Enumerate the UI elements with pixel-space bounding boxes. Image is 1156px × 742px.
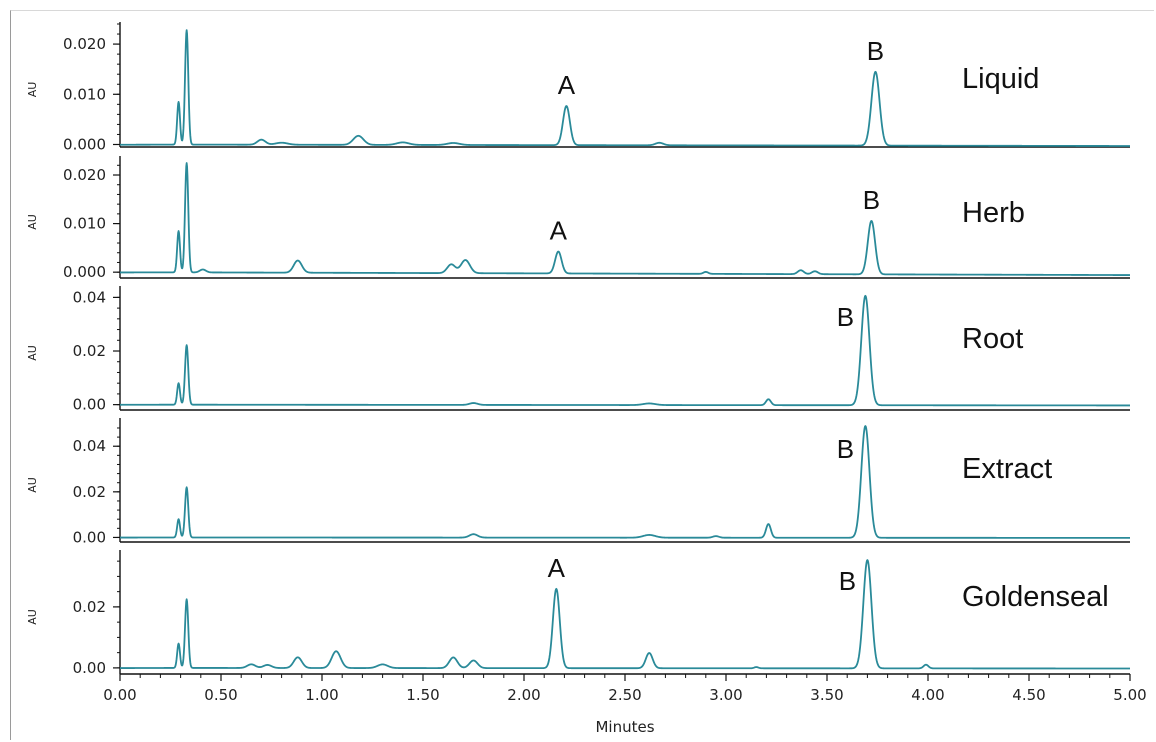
y-tick-label: 0.010 bbox=[63, 215, 106, 233]
panel-label-goldenseal: Goldenseal bbox=[962, 581, 1109, 613]
y-tick-label: 0.04 bbox=[73, 288, 106, 306]
y-tick-label: 0.010 bbox=[63, 85, 106, 103]
y-axis-label: AU bbox=[26, 609, 39, 625]
x-tick-label: 3.00 bbox=[709, 686, 742, 704]
y-tick-label: 0.00 bbox=[73, 528, 106, 546]
x-tick-label: 3.50 bbox=[810, 686, 843, 704]
y-tick-label: 0.02 bbox=[73, 483, 106, 501]
y-axis-label: AU bbox=[26, 214, 39, 230]
chromatogram-trace-root bbox=[119, 294, 1131, 407]
chromatogram-trace-liquid bbox=[119, 29, 1131, 147]
panel-label-root: Root bbox=[962, 323, 1023, 355]
peak-label-a: A bbox=[548, 553, 566, 583]
y-tick-label: 0.04 bbox=[73, 437, 106, 455]
chromatogram-trace-goldenseal bbox=[119, 559, 1131, 670]
panel-label-liquid: Liquid bbox=[962, 63, 1039, 95]
y-tick-label: 0.02 bbox=[73, 598, 106, 616]
y-tick-label: 0.02 bbox=[73, 342, 106, 360]
x-tick-label: 2.00 bbox=[507, 686, 540, 704]
y-tick-label: 0.00 bbox=[73, 659, 106, 677]
y-tick-label: 0.000 bbox=[63, 263, 106, 281]
peak-label-b: B bbox=[837, 302, 854, 332]
y-tick-label: 0.020 bbox=[63, 35, 106, 53]
x-tick-label: 5.00 bbox=[1113, 686, 1146, 704]
x-tick-label: 0.00 bbox=[103, 686, 136, 704]
peak-label-b: B bbox=[867, 36, 884, 66]
x-tick-label: 2.50 bbox=[608, 686, 641, 704]
peak-label-b: B bbox=[863, 185, 880, 215]
y-axis-label: AU bbox=[26, 345, 39, 361]
y-tick-label: 0.020 bbox=[63, 166, 106, 184]
x-tick-label: 1.00 bbox=[305, 686, 338, 704]
peak-label-a: A bbox=[558, 70, 576, 100]
peak-label-a: A bbox=[550, 216, 568, 246]
panel-label-herb: Herb bbox=[962, 197, 1025, 229]
x-tick-label: 0.50 bbox=[204, 686, 237, 704]
x-tick-label: 4.00 bbox=[911, 686, 944, 704]
panel-label-extract: Extract bbox=[962, 453, 1052, 485]
x-axis-label: Minutes bbox=[595, 718, 654, 736]
chromatogram-trace-herb bbox=[119, 162, 1131, 276]
x-tick-label: 1.50 bbox=[406, 686, 439, 704]
chromatogram-trace-extract bbox=[119, 425, 1131, 539]
x-tick-label: 4.50 bbox=[1012, 686, 1045, 704]
y-tick-label: 0.000 bbox=[63, 135, 106, 153]
y-axis-label: AU bbox=[26, 82, 39, 98]
figure-frame bbox=[10, 10, 1154, 740]
y-axis-label: AU bbox=[26, 477, 39, 493]
peak-label-b: B bbox=[839, 566, 856, 596]
peak-label-b: B bbox=[837, 434, 854, 464]
y-tick-label: 0.00 bbox=[73, 396, 106, 414]
